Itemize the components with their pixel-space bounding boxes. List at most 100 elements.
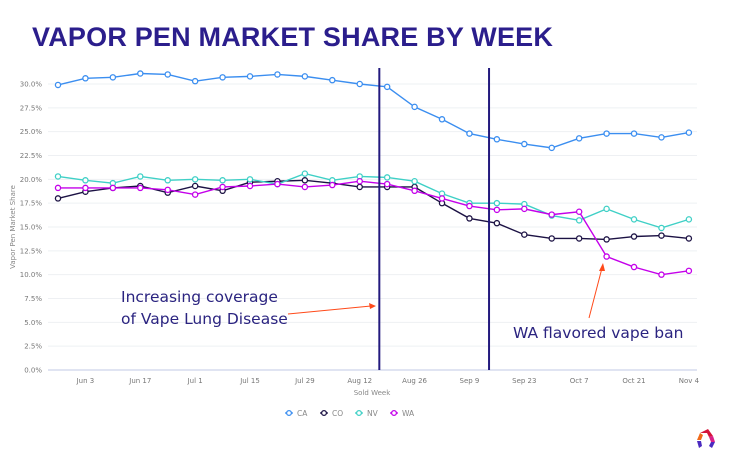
y-tick-label: 27.5% xyxy=(20,104,43,112)
data-point-NV xyxy=(685,216,693,223)
data-point-CA xyxy=(548,144,555,152)
y-tick-label: 12.5% xyxy=(20,247,43,255)
data-point-CA xyxy=(191,77,199,85)
data-point-CO xyxy=(685,235,693,242)
data-point-WA xyxy=(493,206,501,214)
data-point-CA xyxy=(246,73,254,80)
series-line-NV xyxy=(57,172,690,229)
legend-marker xyxy=(285,409,293,417)
company-logo xyxy=(697,429,715,448)
series-line-CA xyxy=(57,72,690,149)
annotation-arrow xyxy=(287,305,372,315)
data-point-WA xyxy=(658,271,665,278)
data-point-CA xyxy=(137,70,144,77)
data-point-NV xyxy=(575,217,583,224)
data-point-NV xyxy=(301,170,309,177)
data-point-WA xyxy=(54,184,62,192)
y-tick-label: 10.0% xyxy=(20,271,43,279)
x-tick-label: Sep 23 xyxy=(512,377,536,385)
data-point-WA xyxy=(219,183,226,191)
x-tick-label: Nov 4 xyxy=(679,377,700,385)
data-point-WA xyxy=(466,202,473,210)
legend-label: WA xyxy=(402,409,415,418)
data-point-CA xyxy=(219,74,226,81)
logo-shape xyxy=(700,429,713,437)
data-point-WA xyxy=(438,195,446,202)
arrowhead-icon xyxy=(599,263,605,271)
series-line-CO xyxy=(57,179,689,241)
data-point-NV xyxy=(383,174,391,181)
x-tick-label: Sep 9 xyxy=(460,377,480,385)
data-point-CA xyxy=(575,135,583,142)
y-axis-label: Vapor Pen Market Share xyxy=(9,185,17,269)
data-point-WA xyxy=(246,182,254,190)
legend-label: CA xyxy=(297,409,308,418)
y-tick-label: 5.0% xyxy=(24,319,42,327)
x-tick-label: Jul 29 xyxy=(294,377,315,385)
y-tick-label: 25.0% xyxy=(20,128,43,136)
chart-title: VAPOR PEN MARKET SHARE BY WEEK xyxy=(32,22,554,52)
data-point-CO xyxy=(603,236,610,243)
arrowhead-icon xyxy=(369,303,376,309)
data-point-CA xyxy=(521,140,528,148)
data-point-CO xyxy=(301,177,309,184)
data-point-WA xyxy=(329,181,336,189)
x-tick-label: Jul 15 xyxy=(239,377,260,385)
x-tick-label: Aug 26 xyxy=(402,377,427,385)
data-point-CA xyxy=(493,136,501,143)
x-tick-label: Oct 7 xyxy=(570,377,589,385)
data-point-WA xyxy=(301,183,309,191)
data-point-WA xyxy=(603,253,610,260)
data-point-CO xyxy=(575,235,583,242)
y-tick-label: 15.0% xyxy=(20,224,43,232)
data-point-WA xyxy=(521,205,528,213)
logo-shape xyxy=(697,441,702,448)
data-point-CO xyxy=(191,182,199,190)
x-tick-label: Jun 3 xyxy=(76,377,95,385)
data-point-WA xyxy=(82,184,89,192)
data-point-CA xyxy=(630,130,638,137)
series-line-WA xyxy=(58,180,689,276)
data-point-WA xyxy=(630,263,638,271)
annotation-text: Increasing coverage xyxy=(121,288,278,306)
data-point-WA xyxy=(164,186,171,194)
data-point-CA xyxy=(54,81,62,89)
legend-marker xyxy=(320,409,328,417)
data-point-CA xyxy=(466,130,473,137)
data-point-WA xyxy=(548,211,555,218)
data-point-WA xyxy=(411,187,418,195)
data-point-CO xyxy=(493,219,501,227)
data-point-CO xyxy=(466,215,473,222)
data-point-CO xyxy=(548,235,555,242)
data-point-NV xyxy=(219,177,226,184)
data-point-WA xyxy=(685,267,693,275)
data-point-CA xyxy=(438,116,446,123)
x-tick-label: Jun 17 xyxy=(128,377,151,385)
annotation-text: WA flavored vape ban xyxy=(513,324,683,342)
y-tick-label: 7.5% xyxy=(24,295,42,303)
legend-marker xyxy=(355,409,363,417)
data-point-CA xyxy=(274,71,281,78)
data-point-CA xyxy=(82,75,89,82)
data-point-NV xyxy=(164,177,171,184)
data-point-CA xyxy=(164,71,171,78)
y-tick-label: 22.5% xyxy=(20,152,43,160)
data-point-WA xyxy=(575,208,583,215)
data-point-WA xyxy=(274,180,281,188)
data-point-CA xyxy=(329,76,336,84)
data-point-NV xyxy=(630,216,638,223)
data-point-NV xyxy=(603,205,610,213)
data-point-CA xyxy=(603,130,610,137)
legend-marker xyxy=(390,409,398,417)
data-point-WA xyxy=(356,177,363,185)
data-point-CA xyxy=(685,129,693,136)
data-point-CA xyxy=(356,80,363,88)
y-tick-label: 0.0% xyxy=(24,367,42,375)
y-tick-label: 17.5% xyxy=(20,200,43,208)
legend-label: CO xyxy=(332,409,343,418)
data-point-NV xyxy=(137,173,144,180)
data-point-CO xyxy=(356,183,363,191)
data-point-CA xyxy=(109,74,117,81)
y-tick-label: 30.0% xyxy=(20,81,43,89)
